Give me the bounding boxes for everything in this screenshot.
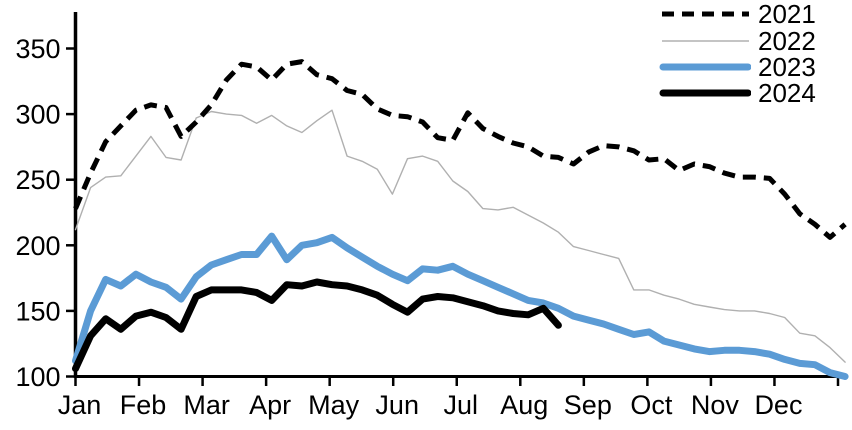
x-tick-label: Sep [564,390,612,420]
y-tick-label: 200 [15,231,60,261]
legend-line-sample-2024 [659,89,751,97]
legend-line-sample-2023 [659,63,751,71]
x-tick-label: Jan [58,390,102,420]
y-tick-label: 350 [15,34,60,64]
series-2023-line [72,232,849,380]
legend-item-2023: 2023 [659,54,816,80]
y-tick-label: 150 [15,296,60,326]
x-tick-label: Jun [375,390,419,420]
x-tick-label: Aug [500,390,548,420]
y-tick-label: 300 [15,100,60,130]
x-tick-label: Oct [630,390,673,420]
series-2021-line [73,59,847,240]
legend-label-2024: 2024 [758,78,816,109]
x-tick-label: Mar [183,390,230,420]
series-2024-line [72,278,562,373]
x-tick-label: Dec [754,390,802,420]
series-2022-line [74,109,846,363]
y-tick-label: 100 [15,362,60,392]
y-tick-label: 250 [15,165,60,195]
legend-item-2024: 2024 [659,80,816,106]
x-tick-label: Feb [120,390,167,420]
legend-label-2021: 2021 [758,0,816,30]
x-tick-label: May [308,390,360,420]
x-tick-label: Jul [443,390,478,420]
legend-item-2022: 2022 [659,25,816,56]
x-tick-label: Apr [249,390,291,420]
legend-line-sample-2022 [662,39,749,42]
chart-legend: 2021 2022 2023 2024 [659,1,816,107]
legend-label-2023: 2023 [758,51,816,82]
x-tick-label: Nov [691,390,740,420]
legend-item-2021: 2021 [659,1,816,27]
legend-line-sample-2021 [662,11,749,17]
legend-label-2022: 2022 [758,25,816,56]
